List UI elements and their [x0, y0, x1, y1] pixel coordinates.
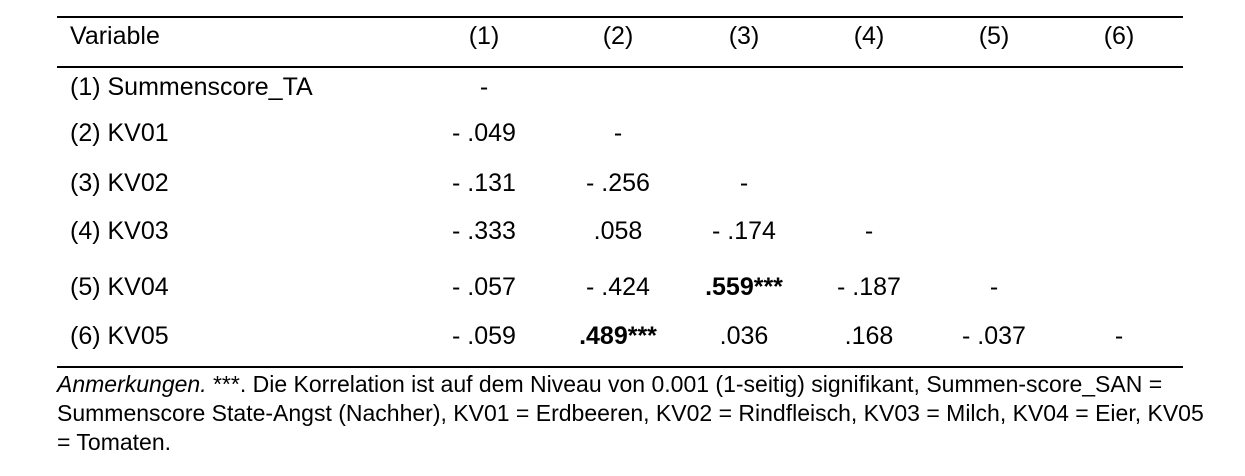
table-cell-significant: .489*** [579, 322, 657, 350]
table-cell: - .333 [452, 217, 516, 245]
top-rule [57, 16, 1183, 18]
table-cell: .168 [844, 322, 894, 350]
row-label-1: (1) Summenscore_TA [70, 73, 313, 101]
table-cell-significant: .559*** [705, 273, 783, 301]
header-col-3: (3) [728, 22, 760, 50]
row-label-5: (5) KV04 [70, 273, 169, 301]
table-cell: .036 [719, 322, 769, 350]
table-cell: - [989, 273, 999, 301]
header-col-5: (5) [978, 22, 1010, 50]
header-rule [57, 66, 1183, 68]
table-cell: - .174 [712, 217, 776, 245]
table-cell: - .256 [586, 169, 650, 197]
header-variable: Variable [70, 22, 160, 50]
table-cell: - [864, 217, 874, 245]
note-text: ***. Die Korrelation ist auf dem Niveau … [57, 371, 1204, 455]
header-col-6: (6) [1103, 22, 1135, 50]
header-col-1: (1) [468, 22, 500, 50]
table-cell: - [1114, 322, 1124, 350]
row-label-2: (2) KV01 [70, 119, 169, 147]
row-label-4: (4) KV03 [70, 217, 169, 245]
table-cell: - .131 [452, 169, 516, 197]
table-cell: - .059 [452, 322, 516, 350]
table-note: Anmerkungen. ***. Die Korrelation ist au… [57, 370, 1207, 457]
table-cell: .058 [593, 217, 643, 245]
row-label-6: (6) KV05 [70, 322, 169, 350]
table-cell: - .037 [962, 322, 1026, 350]
table-cell: - [479, 73, 489, 101]
table-cell: - .057 [452, 273, 516, 301]
header-col-4: (4) [853, 22, 885, 50]
note-label: Anmerkungen. [57, 371, 207, 397]
table-cell: - [739, 169, 749, 197]
table-cell: - .187 [837, 273, 901, 301]
table-cell: - [613, 119, 623, 147]
table-cell: - .424 [586, 273, 650, 301]
table-cell: - .049 [452, 119, 516, 147]
header-col-2: (2) [602, 22, 634, 50]
row-label-3: (3) KV02 [70, 169, 169, 197]
bottom-rule [57, 366, 1183, 368]
